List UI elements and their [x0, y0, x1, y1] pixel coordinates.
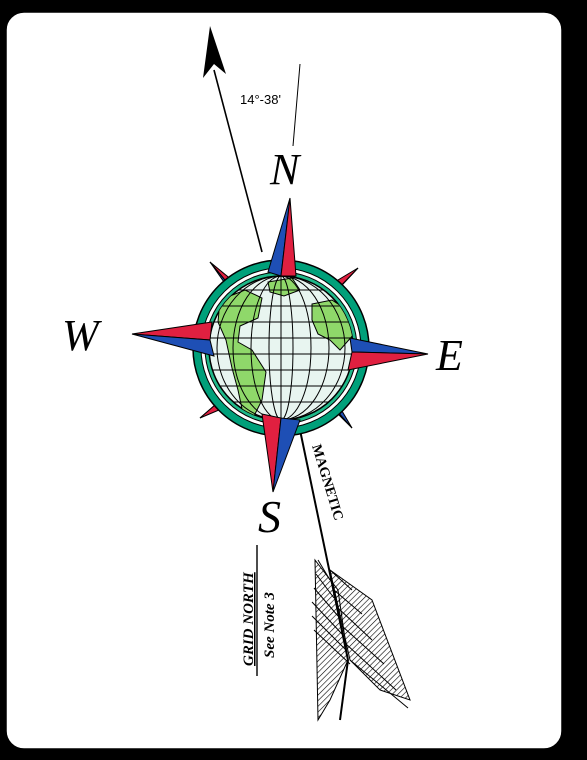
reference-line — [292, 63, 301, 147]
north-label: N — [269, 145, 302, 194]
south-label: S — [258, 491, 281, 542]
west-label: W — [62, 311, 102, 360]
compass-star-cardinals — [131, 197, 429, 493]
east-label: E — [435, 331, 463, 380]
grid-north-note: See Note 3 — [262, 592, 278, 658]
magnetic-arrow — [299, 429, 411, 722]
grid-north-title: GRID NORTH — [241, 571, 257, 666]
angle-label: 14°-38' — [240, 92, 281, 107]
grid-north-arrow — [203, 26, 263, 253]
